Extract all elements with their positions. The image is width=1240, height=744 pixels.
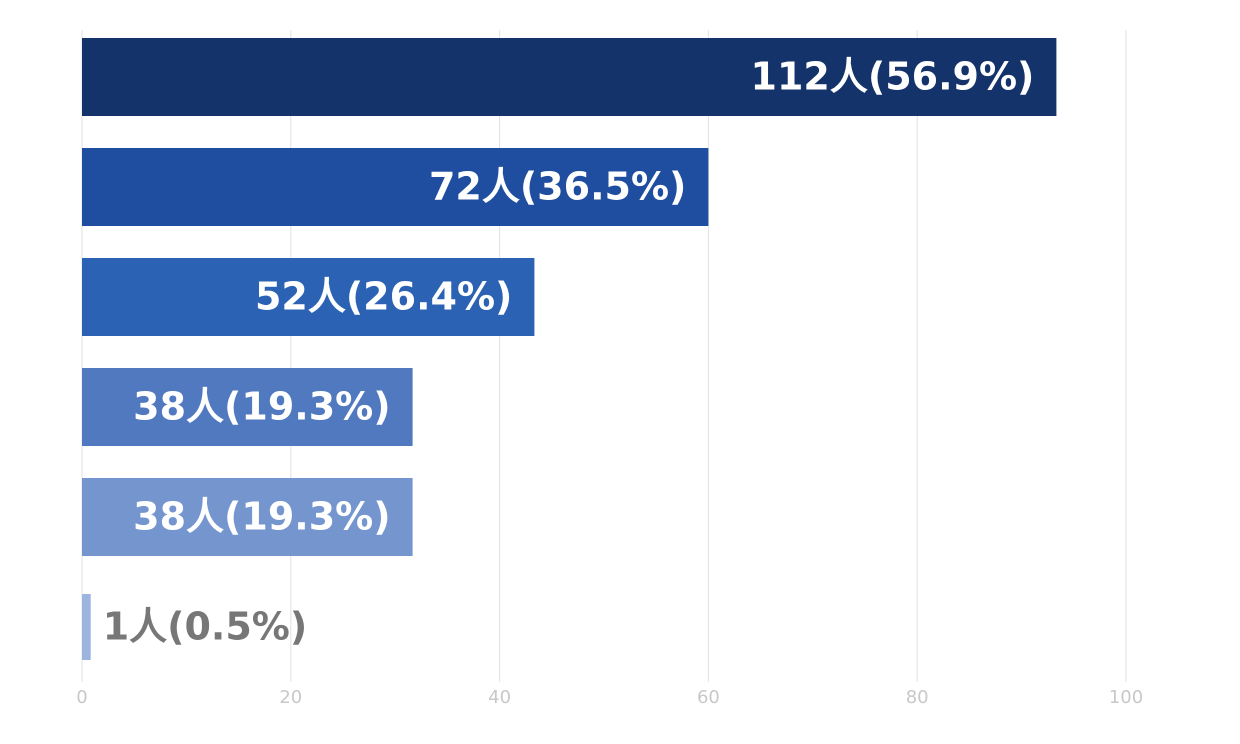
value-label: 112人(56.9%)	[751, 55, 1035, 99]
value-label: 52人(26.4%)	[255, 275, 512, 319]
bar	[82, 148, 709, 226]
value-label: 38人(19.3%)	[133, 495, 390, 539]
x-tick-label: 100	[1109, 687, 1143, 708]
bar	[82, 478, 413, 556]
bar	[82, 368, 413, 446]
value-label: 1人(0.5%)	[103, 605, 308, 649]
bar	[82, 258, 535, 336]
x-tick-label: 80	[906, 687, 929, 708]
value-label: 72人(36.5%)	[429, 165, 686, 209]
x-tick-label: 60	[697, 687, 720, 708]
bar	[82, 594, 91, 660]
bar	[82, 38, 1057, 116]
x-tick-label: 20	[279, 687, 302, 708]
x-tick-label: 40	[488, 687, 511, 708]
value-label: 38人(19.3%)	[133, 385, 390, 429]
x-tick-label: 0	[76, 687, 87, 708]
